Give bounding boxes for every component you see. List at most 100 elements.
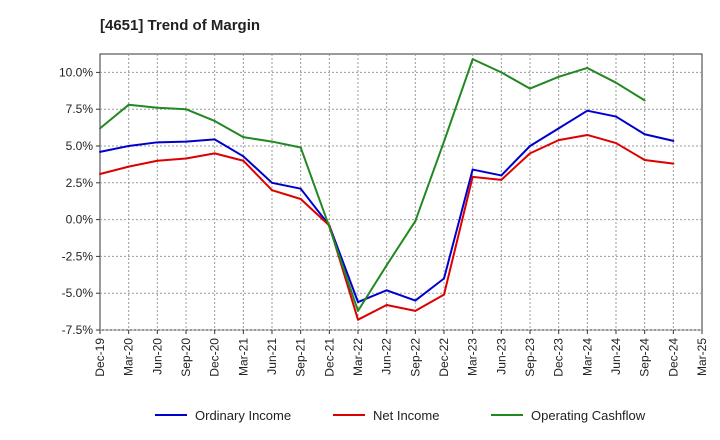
data-point (672, 162, 675, 165)
data-point (529, 145, 531, 147)
data-point (471, 58, 474, 61)
data-point (385, 289, 388, 292)
y-tick-label: 5.0% (66, 139, 94, 153)
x-tick-label: Jun-24 (609, 338, 623, 375)
data-point (385, 264, 388, 267)
data-point (156, 106, 159, 109)
data-point (185, 157, 187, 160)
x-tick-label: Jun-20 (150, 338, 164, 375)
data-point (213, 138, 216, 141)
data-point (557, 127, 560, 130)
legend-label: Operating Cashflow (531, 408, 646, 423)
x-axis: Dec-19 Mar-20 Jun-20 Sep-20 Dec-20 Mar-21 Jun-… (93, 330, 709, 377)
data-point (328, 225, 331, 228)
data-point (414, 299, 417, 302)
data-point (586, 133, 589, 136)
data-point (529, 152, 531, 155)
data-point (672, 139, 675, 142)
data-point (299, 197, 302, 200)
data-point (185, 108, 187, 111)
data-point (99, 172, 101, 175)
x-tick-label: Mar-21 (236, 338, 250, 376)
x-tick-label: Mar-24 (580, 338, 594, 376)
data-point (242, 136, 245, 139)
x-tick-label: Dec-19 (93, 338, 107, 377)
y-tick-label: 7.5% (66, 102, 94, 116)
x-tick-label: Sep-21 (294, 338, 308, 377)
data-point (615, 81, 617, 84)
x-tick-label: Jun-23 (494, 338, 508, 375)
data-point (271, 189, 273, 192)
data-point (443, 277, 445, 280)
x-tick-label: Mar-25 (695, 338, 709, 376)
data-point (299, 187, 302, 190)
data-point (643, 158, 646, 161)
data-point (242, 159, 245, 162)
y-tick-label: 2.5% (66, 176, 94, 190)
data-point (500, 178, 503, 181)
data-point (242, 155, 245, 158)
x-tick-label: Sep-24 (638, 338, 652, 377)
legend-label: Net Income (373, 408, 439, 423)
grid-layer (100, 54, 702, 331)
data-point (471, 168, 474, 171)
data-point (557, 139, 560, 142)
y-tick-label: 0.0% (66, 213, 94, 227)
y-tick-label: 10.0% (59, 65, 93, 79)
data-point (615, 115, 617, 118)
data-point (127, 165, 130, 168)
data-point (357, 309, 359, 312)
legend: Ordinary Income Net Income Operating Cashf… (155, 408, 646, 423)
data-point (500, 71, 503, 74)
x-tick-label: Dec-20 (208, 338, 222, 377)
data-point (156, 141, 159, 144)
data-point (443, 140, 445, 143)
data-point (156, 159, 159, 162)
x-tick-label: Dec-21 (322, 338, 336, 377)
plot-area (99, 53, 703, 331)
data-point (414, 220, 417, 223)
data-point (357, 301, 359, 304)
data-point (185, 140, 187, 143)
data-point (99, 150, 101, 153)
data-point (586, 109, 589, 112)
data-point (127, 145, 130, 147)
data-point (443, 293, 445, 296)
x-tick-label: Sep-22 (408, 338, 422, 377)
data-point (127, 103, 130, 106)
data-point (213, 152, 216, 155)
x-tick-label: Dec-23 (552, 338, 566, 377)
data-point (414, 309, 417, 312)
data-point (586, 66, 589, 69)
data-point (500, 174, 503, 177)
data-point (615, 142, 617, 145)
data-point (557, 75, 560, 78)
legend-label: Ordinary Income (195, 408, 291, 423)
x-tick-label: Mar-22 (351, 338, 365, 376)
y-tick-label: -7.5% (62, 323, 94, 337)
x-tick-label: Sep-23 (523, 338, 537, 377)
x-tick-label: Jun-21 (265, 338, 279, 375)
x-tick-label: Mar-23 (466, 338, 480, 376)
y-axis: -7.5% -5.0% -2.5% 0.0% 2.5% 5.0% 7.5% 10.0% (59, 65, 100, 337)
x-tick-label: Jun-22 (380, 338, 394, 375)
data-point (299, 146, 302, 149)
x-tick-label: Dec-24 (666, 338, 680, 377)
data-point (271, 140, 273, 143)
data-point (99, 127, 101, 130)
series-line-2 (99, 58, 646, 312)
x-tick-label: Dec-22 (437, 338, 451, 377)
data-point (213, 119, 216, 122)
y-tick-label: -5.0% (62, 286, 94, 300)
data-point (643, 133, 646, 136)
data-point (385, 303, 388, 306)
data-point (643, 99, 646, 102)
data-point (357, 318, 359, 321)
x-tick-label: Mar-20 (122, 338, 136, 376)
y-tick-label: -2.5% (62, 249, 94, 263)
data-point (271, 181, 273, 184)
data-point (529, 87, 531, 90)
data-point (471, 175, 474, 178)
x-tick-label: Sep-20 (179, 338, 193, 377)
